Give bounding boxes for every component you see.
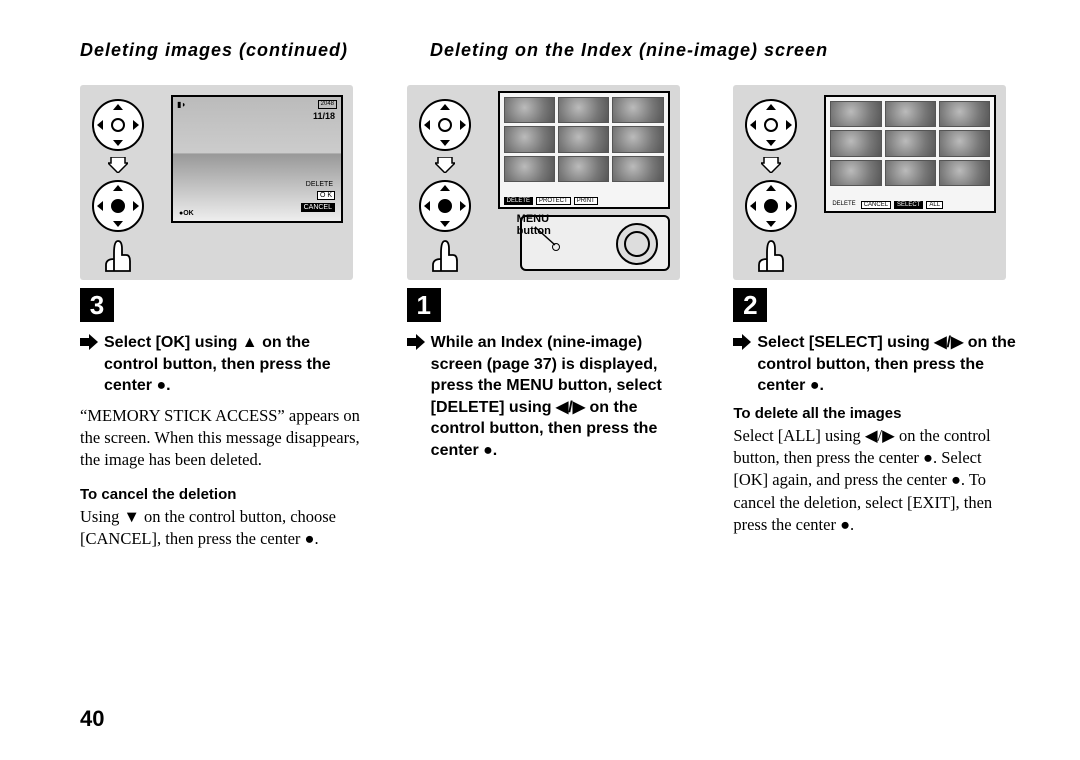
subheading-all: To delete all the images: [733, 405, 1020, 422]
column-step-2: DELETE CANCEL SELECT ALL 2 Select [SELEC…: [733, 85, 1020, 564]
step-number-3: 3: [80, 288, 114, 322]
menu-delete: DELETE: [304, 181, 335, 188]
subbody-all: Select [ALL] using ◀/▶ on the control bu…: [733, 425, 1020, 536]
pointing-hand-icon: [427, 233, 463, 273]
pointing-hand-icon: [100, 233, 136, 273]
figure-step-2: DELETE CANCEL SELECT ALL: [733, 85, 1006, 280]
lcd-menu-all: ALL: [926, 201, 943, 209]
arrow-bullet-icon: [407, 334, 425, 352]
image-counter: 11/18: [313, 111, 335, 121]
step-number-2: 2: [733, 288, 767, 322]
lcd-menu-protect: PROTECT: [536, 197, 571, 205]
menu-ok: O K: [317, 191, 335, 200]
section-header-right: Deleting on the Index (nine-image) scree…: [430, 40, 828, 61]
body-step-3: “MEMORY STICK ACCESS” appears on the scr…: [80, 405, 367, 472]
instruction-step-2: Select [SELECT] using ◀/▶ on the control…: [757, 332, 1020, 397]
battery-icon: ▮◗: [177, 100, 186, 109]
figure-step-3: ▮◗ 2048 11/18 DELETE O K CANCEL ●OK: [80, 85, 353, 280]
lcd-menu-delete: DELETE: [830, 201, 857, 209]
menu-cancel: CANCEL: [301, 203, 335, 212]
pointing-hand-icon: [753, 233, 789, 273]
arrow-bullet-icon: [733, 334, 751, 352]
figure-step-1: DELETE PROTECT PRINT MENUbutton: [407, 85, 680, 280]
instruction-step-3: Select [OK] using ▲ on the control butto…: [104, 332, 367, 397]
section-header-left: Deleting images (continued): [80, 40, 380, 61]
lcd-menu-print: PRINT: [574, 197, 598, 205]
ok-indicator: ●OK: [179, 210, 194, 217]
lcd-menu-select: SELECT: [894, 201, 923, 209]
res-icon: 2048: [318, 100, 337, 109]
column-step-1: DELETE PROTECT PRINT MENUbutton 1: [407, 85, 694, 564]
column-step-3: ▮◗ 2048 11/18 DELETE O K CANCEL ●OK 3 Se…: [80, 85, 367, 564]
lcd-menu-delete: DELETE: [504, 197, 533, 205]
arrow-bullet-icon: [80, 334, 98, 352]
lcd-menu-cancel: CANCEL: [861, 201, 891, 209]
page-number: 40: [80, 706, 104, 732]
step-number-1: 1: [407, 288, 441, 322]
subbody-cancel: Using ▼ on the control button, choose [C…: [80, 506, 367, 551]
subheading-cancel: To cancel the deletion: [80, 486, 367, 503]
instruction-step-1: While an Index (nine-image) screen (page…: [431, 332, 694, 462]
menu-button-label: MENUbutton: [517, 213, 551, 237]
